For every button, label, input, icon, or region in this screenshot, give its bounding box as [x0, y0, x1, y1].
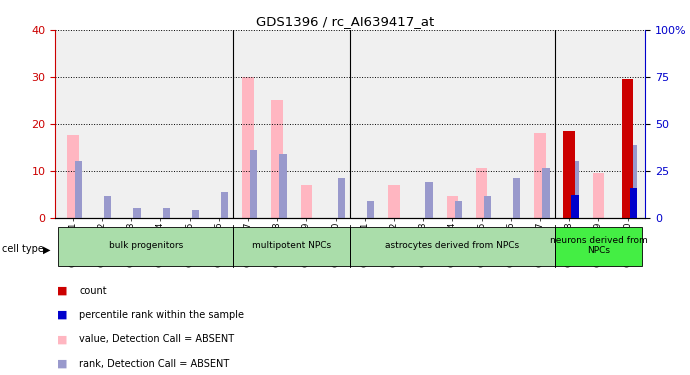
Bar	[542, 168, 549, 217]
Bar	[571, 195, 579, 217]
Bar	[513, 178, 520, 218]
Bar	[630, 145, 637, 218]
Bar	[58, 227, 233, 266]
Text: rank, Detection Call = ABSENT: rank, Detection Call = ABSENT	[79, 359, 230, 369]
Text: ■: ■	[57, 310, 68, 320]
Bar	[534, 133, 546, 218]
Bar	[163, 208, 170, 218]
Bar	[67, 135, 79, 218]
Bar	[271, 100, 283, 218]
Text: astrocytes derived from NPCs: astrocytes derived from NPCs	[385, 241, 520, 250]
Bar	[221, 192, 228, 217]
Text: ▶: ▶	[43, 244, 50, 254]
Bar	[593, 173, 604, 217]
Text: ■: ■	[57, 334, 68, 344]
Text: GDS1396 / rc_AI639417_at: GDS1396 / rc_AI639417_at	[256, 15, 434, 28]
Bar	[350, 227, 555, 266]
Bar	[455, 201, 462, 217]
Bar	[242, 77, 254, 218]
Bar	[555, 227, 642, 266]
Bar	[446, 196, 458, 217]
Text: ■: ■	[57, 286, 68, 296]
Bar	[367, 201, 374, 217]
Bar	[388, 185, 400, 218]
Bar	[622, 79, 633, 218]
Bar	[630, 188, 637, 218]
Text: value, Detection Call = ABSENT: value, Detection Call = ABSENT	[79, 334, 235, 344]
Bar	[133, 208, 141, 218]
Bar	[250, 150, 257, 217]
Text: multipotent NPCs: multipotent NPCs	[253, 241, 331, 250]
Bar	[192, 210, 199, 218]
Text: cell type: cell type	[2, 244, 44, 254]
Bar	[338, 178, 345, 218]
Text: ■: ■	[57, 359, 68, 369]
Text: neurons derived from
NPCs: neurons derived from NPCs	[549, 236, 647, 255]
Bar	[104, 196, 111, 217]
Bar	[233, 227, 350, 266]
Bar	[484, 196, 491, 217]
Bar	[301, 185, 312, 218]
Bar	[425, 182, 433, 218]
Bar	[476, 168, 487, 217]
Text: percentile rank within the sample: percentile rank within the sample	[79, 310, 244, 320]
Bar	[563, 131, 575, 218]
Bar	[75, 161, 82, 218]
Bar	[279, 154, 286, 218]
Text: bulk progenitors: bulk progenitors	[108, 241, 183, 250]
Bar	[571, 161, 579, 218]
Text: count: count	[79, 286, 107, 296]
